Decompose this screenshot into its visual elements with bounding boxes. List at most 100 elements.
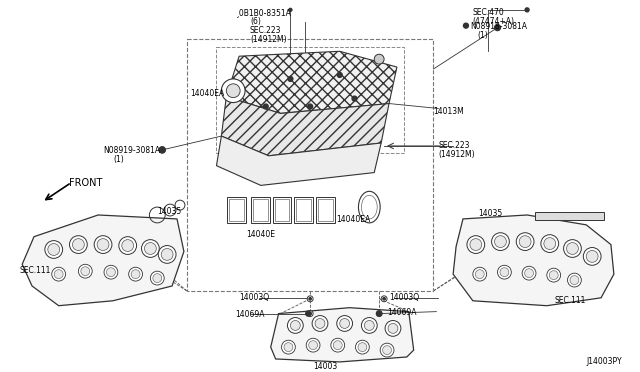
Circle shape xyxy=(161,248,173,260)
Text: SEC.223: SEC.223 xyxy=(250,26,282,35)
Circle shape xyxy=(470,239,482,250)
Circle shape xyxy=(312,315,328,331)
Circle shape xyxy=(358,343,367,352)
Text: 14040E: 14040E xyxy=(246,230,275,239)
Circle shape xyxy=(159,147,165,153)
Circle shape xyxy=(492,233,509,250)
Bar xyxy=(316,197,335,223)
Polygon shape xyxy=(22,215,184,306)
Text: 14035: 14035 xyxy=(157,207,182,216)
Circle shape xyxy=(331,338,345,352)
Circle shape xyxy=(309,312,311,315)
Circle shape xyxy=(158,246,176,263)
Text: (14912M): (14912M) xyxy=(438,150,475,159)
Text: SEC.470: SEC.470 xyxy=(473,8,504,17)
Circle shape xyxy=(129,267,143,281)
Circle shape xyxy=(383,298,385,300)
Circle shape xyxy=(564,240,581,257)
Text: FRONT: FRONT xyxy=(68,177,102,187)
Circle shape xyxy=(333,341,342,350)
Circle shape xyxy=(150,271,164,285)
Circle shape xyxy=(289,9,292,11)
Circle shape xyxy=(525,8,529,12)
Circle shape xyxy=(516,233,534,250)
Circle shape xyxy=(383,346,392,355)
Circle shape xyxy=(495,25,500,31)
Circle shape xyxy=(145,243,156,254)
Text: SEC.111: SEC.111 xyxy=(555,296,586,305)
Circle shape xyxy=(78,264,92,278)
Circle shape xyxy=(282,340,295,354)
Circle shape xyxy=(308,341,317,350)
Bar xyxy=(275,199,289,221)
Bar xyxy=(229,199,244,221)
Circle shape xyxy=(309,298,311,300)
Text: 14069A: 14069A xyxy=(235,310,265,319)
Bar xyxy=(253,199,268,221)
Circle shape xyxy=(287,318,303,333)
Circle shape xyxy=(97,239,109,250)
Text: (14912M): (14912M) xyxy=(250,35,287,44)
Circle shape xyxy=(525,269,534,278)
Circle shape xyxy=(337,73,342,77)
Text: 14069A: 14069A xyxy=(387,308,417,317)
Circle shape xyxy=(377,311,381,316)
Circle shape xyxy=(566,243,579,254)
Circle shape xyxy=(227,84,240,97)
Circle shape xyxy=(81,267,90,276)
Circle shape xyxy=(45,241,63,259)
Circle shape xyxy=(381,296,387,302)
Circle shape xyxy=(495,236,506,247)
Text: 14003Q: 14003Q xyxy=(239,293,269,302)
Bar xyxy=(187,39,433,291)
Circle shape xyxy=(159,147,165,153)
Bar xyxy=(294,197,313,223)
Text: N08918-3081A: N08918-3081A xyxy=(470,22,527,31)
Circle shape xyxy=(385,321,401,336)
Circle shape xyxy=(355,340,369,354)
Circle shape xyxy=(570,276,579,285)
Circle shape xyxy=(519,236,531,247)
Bar xyxy=(535,212,604,220)
Bar xyxy=(216,47,404,153)
Circle shape xyxy=(541,235,559,253)
Circle shape xyxy=(307,311,313,317)
Circle shape xyxy=(104,265,118,279)
Circle shape xyxy=(315,318,325,328)
Circle shape xyxy=(352,96,357,101)
Circle shape xyxy=(463,23,468,28)
Bar xyxy=(273,197,291,223)
Bar xyxy=(296,199,311,221)
Circle shape xyxy=(364,321,374,330)
Bar xyxy=(227,197,246,223)
Circle shape xyxy=(307,296,313,302)
Bar xyxy=(251,197,269,223)
Circle shape xyxy=(380,343,394,357)
Circle shape xyxy=(500,268,509,277)
Circle shape xyxy=(522,266,536,280)
Circle shape xyxy=(473,267,486,281)
Text: SEC.111: SEC.111 xyxy=(19,266,51,275)
Polygon shape xyxy=(216,136,381,185)
Circle shape xyxy=(308,104,312,109)
Circle shape xyxy=(94,236,112,253)
Circle shape xyxy=(547,268,561,282)
Text: ¸0B1B0-8351A: ¸0B1B0-8351A xyxy=(236,8,292,17)
Text: 14003: 14003 xyxy=(313,362,337,371)
Text: 14040EA: 14040EA xyxy=(336,215,370,224)
Circle shape xyxy=(306,338,320,352)
Circle shape xyxy=(467,236,484,253)
Circle shape xyxy=(362,318,377,333)
Circle shape xyxy=(48,244,60,256)
Text: 14013M: 14013M xyxy=(433,106,464,115)
Text: 14003Q: 14003Q xyxy=(389,293,419,302)
Circle shape xyxy=(497,265,511,279)
Circle shape xyxy=(583,247,601,265)
Circle shape xyxy=(106,268,115,277)
Text: 14035: 14035 xyxy=(478,209,502,218)
Circle shape xyxy=(131,270,140,279)
Circle shape xyxy=(306,311,310,316)
Circle shape xyxy=(153,274,162,282)
Polygon shape xyxy=(271,308,413,362)
Circle shape xyxy=(544,238,556,250)
